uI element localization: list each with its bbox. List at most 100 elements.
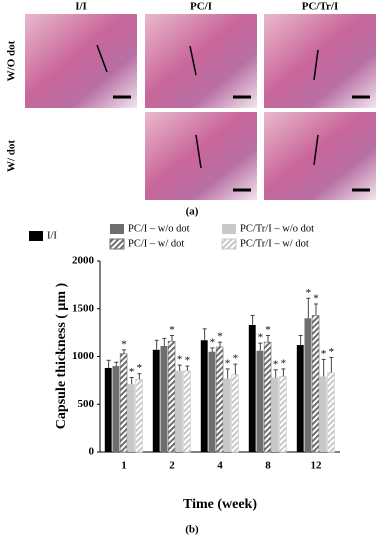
error-bar <box>177 364 182 371</box>
legend-label: PC/I – w/ dot <box>128 238 184 249</box>
error-bar <box>281 368 286 377</box>
annotation-arrows <box>96 44 319 169</box>
significance-mark: * <box>169 324 175 336</box>
x-tick-label: 1 <box>121 460 127 472</box>
caption: (b) <box>185 524 199 536</box>
significance-mark: * <box>273 358 279 370</box>
y-axis-label: Capsule thickness ( μm ) <box>54 282 69 429</box>
column-label: PC/I <box>190 1 212 13</box>
significance-mark: * <box>137 362 143 374</box>
bar <box>327 372 335 453</box>
bar <box>208 351 216 452</box>
bar <box>183 370 191 453</box>
error-bar <box>218 341 222 347</box>
significance-mark: * <box>129 366 135 378</box>
x-tick-label: 2 <box>169 460 175 472</box>
error-bar <box>233 363 238 375</box>
significance-mark: * <box>217 331 223 343</box>
bar <box>248 324 256 452</box>
y-tick-label: 1500 <box>72 302 95 314</box>
bar <box>263 341 272 453</box>
bar <box>104 367 112 452</box>
legend-label: I/I <box>47 230 57 241</box>
histology-panel: I/I PC/I PC/Tr/I W/O dot W/ dot (a) <box>6 1 376 218</box>
scale-bars <box>113 95 370 192</box>
bar <box>271 377 279 452</box>
legend-swatch <box>110 224 124 234</box>
y-tick-label: 500 <box>78 398 95 410</box>
histology-image <box>264 112 376 200</box>
histology-image <box>145 14 257 108</box>
significance-mark: * <box>233 353 239 365</box>
legend-label: PC/Tr/I – w/ dot <box>240 238 309 249</box>
error-bar <box>250 314 255 325</box>
bar <box>296 345 304 452</box>
bar <box>279 376 287 453</box>
row-label: W/O dot <box>6 40 18 81</box>
legend-swatch <box>221 238 237 250</box>
y-tick-label: 1000 <box>72 350 95 362</box>
legend-label: PC/I – w/o dot <box>128 223 190 234</box>
error-bar <box>273 369 278 378</box>
error-bar <box>114 361 119 367</box>
error-bar <box>154 339 159 350</box>
histology-image <box>145 112 257 200</box>
legend-swatch <box>222 224 236 234</box>
y-tick-label: 0 <box>89 446 95 458</box>
error-bar <box>202 328 207 341</box>
bar <box>167 340 176 453</box>
error-bar <box>185 365 190 371</box>
bar <box>231 374 239 453</box>
bar <box>175 370 183 452</box>
significance-mark: * <box>265 324 271 336</box>
column-label: PC/Tr/I <box>302 1 338 13</box>
row-label: W/ dot <box>6 140 18 172</box>
x-axis-label: Time (week) <box>183 497 257 512</box>
x-tick-label: 12 <box>311 460 323 472</box>
error-bar <box>137 373 142 380</box>
bar <box>256 350 264 452</box>
caption: (a) <box>186 206 199 218</box>
error-bar <box>266 334 270 343</box>
legend-swatch <box>29 231 43 241</box>
error-bar <box>321 358 326 377</box>
legend-swatch <box>109 238 125 250</box>
error-bar <box>306 297 311 319</box>
error-bar <box>258 342 263 351</box>
histology-image <box>264 14 376 108</box>
significance-mark: * <box>306 287 312 299</box>
error-bar <box>210 347 215 352</box>
error-bar <box>298 334 303 346</box>
bar <box>152 349 160 452</box>
error-bar <box>106 359 111 368</box>
significance-mark: * <box>210 336 216 348</box>
bar <box>135 379 143 453</box>
significance-mark: * <box>121 338 127 350</box>
bar <box>223 378 231 452</box>
x-tick-label: 4 <box>217 460 223 472</box>
error-bar <box>314 303 318 316</box>
error-bar <box>122 349 126 354</box>
bar <box>127 384 135 452</box>
significance-mark: * <box>258 332 264 344</box>
bar <box>215 346 224 453</box>
legend-label: PC/Tr/I – w/o dot <box>240 223 314 234</box>
error-bar <box>225 368 230 379</box>
bar <box>304 318 312 452</box>
error-bar <box>170 334 174 342</box>
bar <box>311 315 320 453</box>
error-bar <box>129 377 134 385</box>
significance-mark: * <box>321 348 327 360</box>
x-tick-label: 8 <box>265 460 271 472</box>
significance-mark: * <box>313 293 319 305</box>
error-bar <box>162 337 167 346</box>
bar <box>160 345 168 452</box>
significance-mark: * <box>225 357 231 369</box>
histology-image <box>25 14 137 108</box>
bar <box>112 366 120 452</box>
significance-mark: * <box>185 355 191 367</box>
significance-mark: * <box>177 354 183 366</box>
bar <box>200 340 208 452</box>
significance-mark: * <box>281 357 287 369</box>
